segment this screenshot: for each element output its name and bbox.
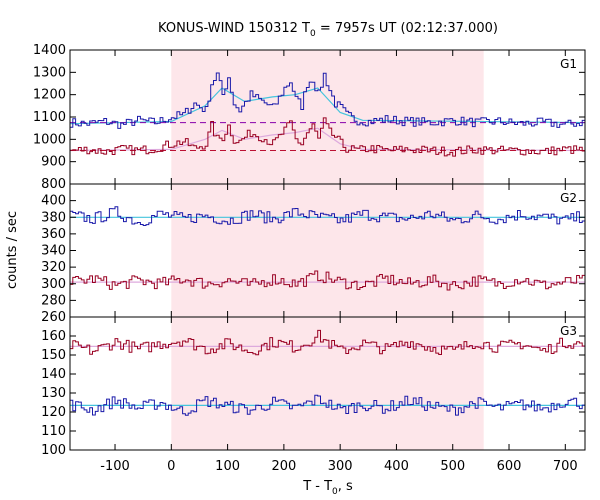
- y-tick-label: 150: [41, 348, 66, 363]
- y-tick-label: 100: [41, 443, 66, 458]
- plot-area: 80090010001100120013001400G1260280300320…: [33, 43, 586, 474]
- x-tick-label: 0: [167, 459, 175, 474]
- y-tick-label: 800: [41, 177, 66, 192]
- y-tick-label: 140: [41, 367, 66, 382]
- series-low-g2: [70, 270, 585, 291]
- y-axis-title-text: counts / sec: [5, 211, 20, 289]
- panel-label-g1: G1: [560, 57, 577, 71]
- chart-title: KONUS-WIND 150312 T0 = 7957s UT (02:12:3…: [158, 21, 498, 39]
- y-tick-label: 1300: [33, 65, 66, 80]
- svg-text:KONUS-WIND 150312 T0 = 7957s U: KONUS-WIND 150312 T0 = 7957s UT (02:12:3…: [158, 21, 498, 39]
- series-high-g1: [70, 72, 585, 129]
- panel-label-g3: G3: [560, 324, 577, 338]
- y-tick-label: 1100: [33, 110, 66, 125]
- x-tick-label: 700: [553, 459, 578, 474]
- shaded-interval: [171, 184, 484, 317]
- x-axis-title-rest: , s: [338, 479, 353, 494]
- y-tick-label: 1000: [33, 132, 66, 147]
- fit-line-2: [69, 127, 586, 152]
- y-tick-label: 900: [41, 155, 66, 170]
- y-tick-label: 120: [41, 405, 66, 420]
- y-tick-label: 400: [41, 194, 66, 209]
- y-axis-title: counts / sec: [5, 211, 20, 289]
- y-tick-label: 160: [41, 329, 66, 344]
- y-tick-label: 1400: [33, 43, 66, 58]
- y-tick-label: 1200: [33, 88, 66, 103]
- x-tick-label: 200: [271, 459, 296, 474]
- title-rest: = 7957s UT (02:12:37.000): [316, 21, 498, 36]
- y-tick-label: 300: [41, 277, 66, 292]
- y-tick-label: 130: [41, 386, 66, 401]
- series-high-g3: [70, 394, 585, 416]
- x-axis-title: T - T0, s: [302, 479, 353, 497]
- title-sub: 0: [310, 29, 316, 39]
- shaded-interval: [171, 50, 484, 184]
- y-tick-label: 340: [41, 244, 66, 259]
- x-tick-label: 600: [497, 459, 522, 474]
- series-high-g2: [70, 206, 585, 226]
- y-tick-label: 280: [41, 293, 66, 308]
- x-tick-label: 300: [328, 459, 353, 474]
- series-low-g3: [70, 329, 585, 356]
- panel-frame: [69, 316, 586, 451]
- panel-g1: 800 900 1000 1100 1200 1300 1400 G1: [33, 43, 586, 192]
- y-tick-label: 320: [41, 260, 66, 275]
- svg-text:T - T0, s: T - T0, s: [302, 479, 353, 497]
- series-low-g1: [70, 117, 585, 157]
- title-main: KONUS-WIND 150312 T: [158, 21, 310, 36]
- y-tick-label: 360: [41, 227, 66, 242]
- x-axis: -100 0 100 200 300 400 500 600 700: [100, 459, 577, 474]
- y-tick-label: 260: [41, 310, 66, 325]
- fit-line-1: [69, 87, 586, 125]
- y-tick-label: 110: [41, 424, 66, 439]
- x-tick-label: -100: [100, 459, 130, 474]
- x-tick-label: 400: [384, 459, 409, 474]
- panel-label-g2: G2: [560, 191, 577, 205]
- panel-g3: 100 110 120 130 140 150 160 G3: [41, 316, 586, 458]
- y-tick-label: 380: [41, 210, 66, 225]
- x-tick-label: 100: [215, 459, 240, 474]
- x-axis-title-sub: 0: [332, 487, 338, 497]
- x-tick-label: 500: [440, 459, 465, 474]
- shaded-interval: [171, 317, 484, 450]
- x-axis-title-main: T - T: [302, 479, 332, 494]
